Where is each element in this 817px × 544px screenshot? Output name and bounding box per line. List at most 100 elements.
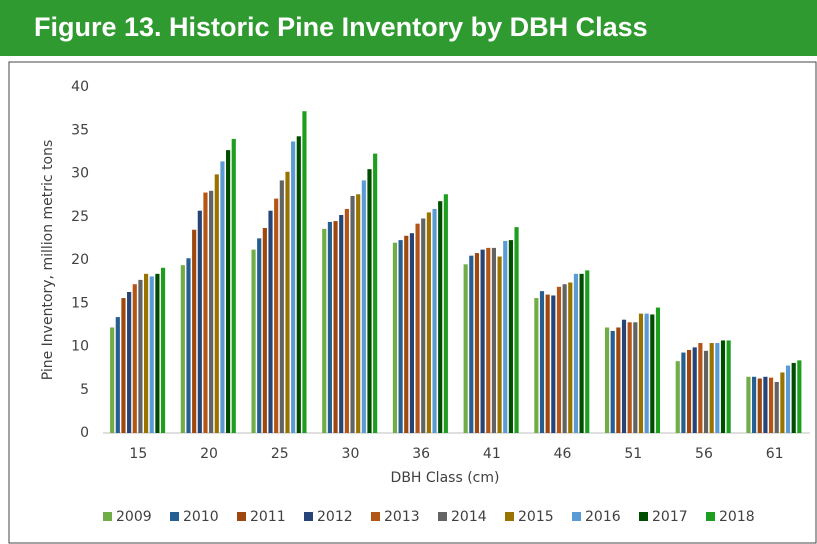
bar	[573, 273, 579, 433]
legend-label: 2011	[250, 509, 286, 525]
bar	[421, 218, 426, 433]
bar	[203, 192, 208, 433]
bar	[604, 327, 610, 433]
bar	[621, 319, 627, 433]
bar	[568, 282, 573, 433]
legend-label: 2015	[518, 509, 554, 525]
bar	[497, 256, 502, 433]
y-tick-label: 35	[71, 122, 89, 138]
bar	[392, 242, 398, 433]
bar	[508, 240, 513, 433]
chart-frame	[8, 61, 817, 544]
bar	[686, 349, 692, 433]
bar	[681, 352, 686, 433]
bar	[127, 292, 132, 433]
bar	[302, 111, 307, 433]
bar	[361, 180, 366, 433]
legend-swatch	[371, 512, 380, 521]
bar	[463, 264, 468, 433]
bar	[785, 365, 791, 433]
bar	[551, 295, 556, 433]
x-tick-label: 51	[624, 446, 642, 462]
legend-swatch	[639, 512, 648, 521]
bar	[220, 161, 225, 433]
bar	[115, 317, 120, 433]
bar	[138, 279, 143, 433]
y-tick-label: 15	[71, 295, 89, 311]
bar	[356, 194, 361, 433]
bar	[616, 327, 621, 433]
bar	[333, 221, 338, 433]
x-tick-label: 15	[129, 446, 147, 462]
y-tick-label: 30	[71, 166, 89, 182]
y-tick-label: 10	[71, 339, 89, 355]
bar	[192, 229, 197, 433]
bar	[797, 360, 802, 433]
y-axis-label: Pine Inventory, million metric tons	[40, 140, 56, 381]
x-tick-label: 56	[695, 446, 713, 462]
bar	[404, 235, 409, 433]
bar	[633, 322, 638, 433]
bar	[426, 212, 431, 433]
bar	[274, 198, 279, 433]
bar	[279, 180, 284, 433]
legend-swatch	[438, 512, 447, 521]
bar	[763, 376, 768, 433]
bar	[226, 150, 231, 433]
bar	[545, 294, 550, 433]
bar	[149, 276, 154, 433]
legend-label: 2009	[116, 509, 152, 525]
bar	[443, 194, 448, 433]
legend-label: 2018	[719, 509, 755, 525]
bar	[291, 141, 296, 433]
y-tick-label: 5	[80, 382, 89, 398]
x-tick-label: 30	[342, 446, 360, 462]
bar	[209, 190, 214, 433]
bar	[480, 249, 485, 433]
bar	[644, 313, 649, 433]
bar	[339, 215, 344, 433]
bar	[698, 343, 703, 433]
legend-label: 2017	[652, 509, 688, 525]
bar	[514, 227, 519, 433]
x-axis-label: DBH Class (cm)	[391, 470, 500, 486]
bar	[262, 227, 267, 433]
bar	[180, 265, 185, 433]
x-tick-label: 25	[271, 446, 289, 462]
y-tick-label: 25	[71, 209, 89, 225]
bar	[752, 376, 757, 433]
legend-swatch	[103, 512, 112, 521]
legend-swatch	[170, 512, 179, 521]
bar	[491, 247, 497, 433]
bar	[709, 343, 714, 433]
bar	[398, 240, 403, 433]
bar	[251, 249, 256, 433]
bar	[780, 372, 785, 433]
x-tick-label: 41	[483, 446, 501, 462]
bar	[768, 377, 774, 433]
x-tick-label: 61	[766, 446, 784, 462]
legend-label: 2016	[585, 509, 621, 525]
x-tick-label: 20	[200, 446, 218, 462]
bar	[415, 223, 420, 433]
bar	[268, 210, 273, 433]
bar	[703, 350, 709, 433]
bar	[186, 258, 191, 433]
bar	[675, 361, 680, 433]
bar	[791, 362, 796, 433]
bar	[579, 273, 584, 433]
bar	[432, 208, 437, 433]
bar	[350, 195, 355, 433]
bar	[144, 273, 149, 433]
bar	[155, 273, 160, 433]
bar	[556, 286, 562, 433]
bar	[110, 327, 115, 433]
bar	[655, 307, 661, 433]
y-tick-label: 20	[71, 252, 89, 268]
bar	[486, 247, 491, 433]
bar	[610, 330, 615, 433]
legend-swatch	[237, 512, 246, 521]
bar	[562, 284, 567, 433]
bar	[132, 284, 137, 433]
bar	[474, 253, 480, 433]
